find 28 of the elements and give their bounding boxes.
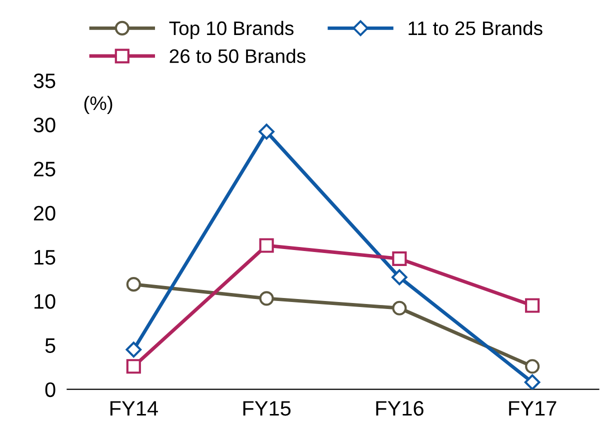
x-tick-label: FY16 <box>376 400 424 416</box>
y-tick-label: 0 <box>45 382 56 398</box>
y-tick-label: 5 <box>45 338 56 353</box>
point <box>259 238 274 253</box>
legend-label: 11 to 25 Brands <box>408 20 542 36</box>
y-tick-label: 30 <box>34 118 56 132</box>
y-tick-label: 10 <box>34 294 56 309</box>
y-tick-label: 15 <box>34 250 56 265</box>
point <box>258 124 274 140</box>
point <box>126 359 141 374</box>
point <box>392 251 407 266</box>
legend-label: Top 10 Brands <box>169 20 294 40</box>
legend-label: 26 to 50 Brands <box>170 48 306 64</box>
point <box>126 342 142 358</box>
y-tick-label: 25 <box>34 162 56 176</box>
y-tick-label: 20 <box>34 206 56 221</box>
point <box>524 374 540 390</box>
point <box>392 300 407 316</box>
point <box>126 277 141 292</box>
point <box>392 269 408 286</box>
y-tick-label: 35 <box>34 73 56 88</box>
x-tick-label: FY14 <box>110 401 158 416</box>
x-tick-label: FY17 <box>509 401 556 416</box>
point <box>259 291 274 306</box>
point <box>525 359 540 374</box>
x-tick-label: FY15 <box>243 401 291 416</box>
point <box>525 298 540 313</box>
annotation: (%) <box>84 96 112 114</box>
